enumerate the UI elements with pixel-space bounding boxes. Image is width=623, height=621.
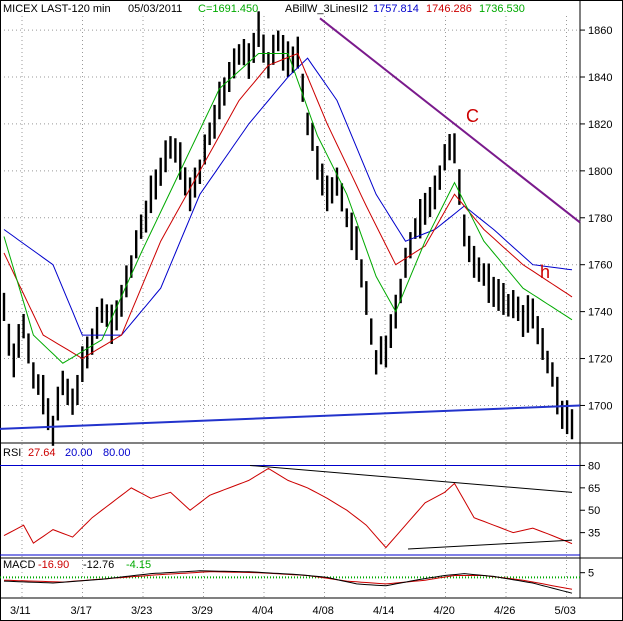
time-tick-label: 4/20 xyxy=(434,605,455,617)
rsi-tick-label: 35 xyxy=(588,528,600,540)
ma-blue-line xyxy=(3,57,573,336)
time-tick-label: 3/17 xyxy=(71,605,92,617)
support-trendline xyxy=(0,404,581,430)
rsi-upper-trendline xyxy=(249,464,573,493)
rsi-tick-label: 80 xyxy=(588,460,600,472)
price-tick-label: 1740 xyxy=(588,307,612,319)
annotation-h: h xyxy=(540,262,550,282)
date-label: 05/03/2011 xyxy=(128,3,182,15)
time-tick-label: 3/11 xyxy=(10,605,31,617)
price-tick-label: 1840 xyxy=(588,72,612,84)
ma-blue-value: 1757.814 xyxy=(373,3,419,15)
time-tick-label: 3/23 xyxy=(131,605,152,617)
symbol-label: MICEX LAST-120 min xyxy=(3,3,111,15)
macd-tick-label: 5 xyxy=(588,568,594,580)
rsi-level-2: 80.00 xyxy=(103,447,131,459)
time-tick-label: 4/26 xyxy=(494,605,515,617)
rsi-tick-label: 65 xyxy=(588,483,600,495)
time-tick-label: 5/03 xyxy=(555,605,576,617)
rsi-name: RSI xyxy=(3,447,21,459)
rsi-level-1: 20.00 xyxy=(65,447,93,459)
rsi-value: 27.64 xyxy=(28,447,56,459)
ma-green-value: 1736.530 xyxy=(479,3,525,15)
price-tick-label: 1780 xyxy=(588,213,612,225)
macd-value-2: -12.76 xyxy=(83,559,114,571)
ma-red-value: 1746.286 xyxy=(426,3,472,15)
price-tick-label: 1820 xyxy=(588,119,612,131)
macd-line xyxy=(3,570,573,594)
grid-layer xyxy=(0,16,580,598)
macd-value-3: -4.15 xyxy=(126,559,151,571)
ma-red-line xyxy=(3,52,573,360)
time-tick-label: 4/08 xyxy=(313,605,334,617)
price-tick-label: 1760 xyxy=(588,260,612,272)
macd-name: MACD xyxy=(3,559,35,571)
series-layer xyxy=(0,11,581,594)
macd-value-1: -16.90 xyxy=(38,559,69,571)
price-tick-label: 1700 xyxy=(588,400,612,412)
time-tick-label: 3/29 xyxy=(192,605,213,617)
price-tick-label: 1860 xyxy=(588,25,612,37)
ma-green-line xyxy=(3,53,573,364)
resistance-trendline xyxy=(319,17,581,224)
annotation-c: C xyxy=(466,106,479,126)
tick-layer: 1860 1840 1820 1800 1780 1760 1740 1720 1700 3/11… xyxy=(10,25,612,617)
rsi-line xyxy=(3,467,573,549)
time-tick-label: 4/14 xyxy=(373,605,394,617)
close-label: C=1691.450 xyxy=(198,3,258,15)
rsi-lower-trendline xyxy=(407,539,573,550)
rsi-tick-label: 50 xyxy=(588,505,600,517)
study-label: ABillW_3LinesII2 xyxy=(285,3,368,15)
time-tick-label: 4/04 xyxy=(252,605,273,617)
price-tick-label: 1800 xyxy=(588,166,612,178)
price-tick-label: 1720 xyxy=(588,354,612,366)
